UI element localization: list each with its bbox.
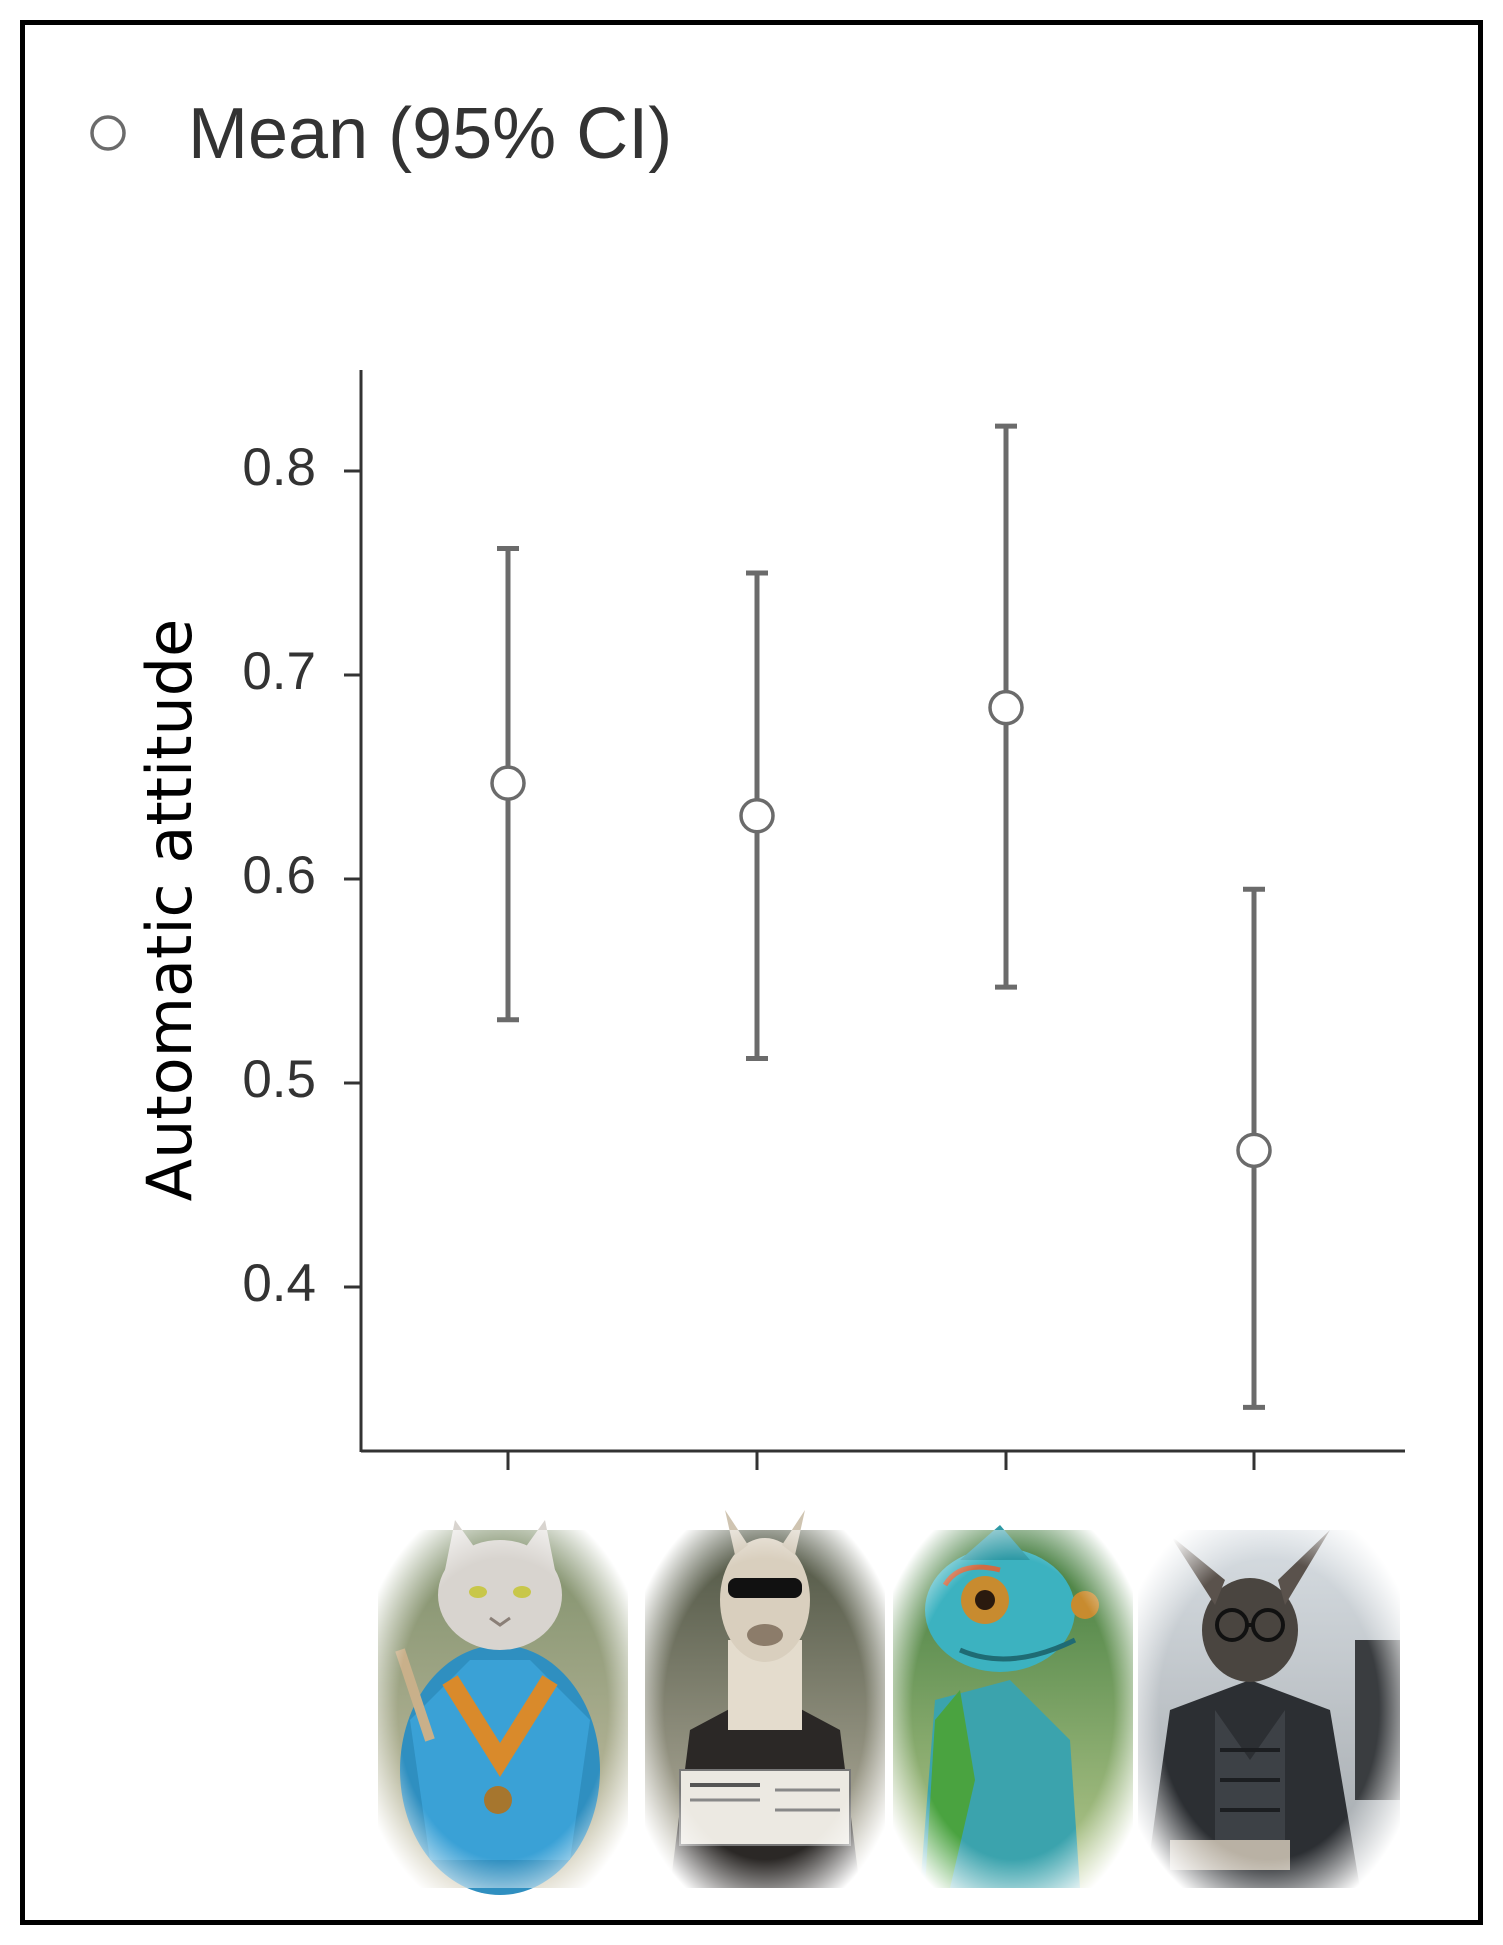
y-ticks: 0.4 0.5 0.6 0.7 0.8 — [242, 438, 361, 1313]
y-tick-label: 0.8 — [242, 438, 316, 497]
y-axis-label: Automatic attitude — [133, 619, 206, 1202]
axes — [359, 370, 1405, 1453]
category-image-chameleon — [893, 1525, 1133, 1888]
y-tick-label: 0.5 — [242, 1050, 316, 1109]
category-image-cat — [378, 1520, 628, 1895]
y-tick-label: 0.4 — [242, 1254, 316, 1313]
y-tick-label: 0.7 — [242, 642, 316, 701]
x-ticks — [506, 1451, 1256, 1470]
legend-label: Mean (95% CI) — [188, 94, 672, 174]
mean-point-bat — [1236, 1132, 1272, 1169]
mean-point-cat — [490, 765, 526, 801]
category-images — [378, 1510, 1400, 1895]
legend: Mean (95% CI) — [90, 94, 672, 174]
mean-point-chameleon — [988, 689, 1024, 726]
category-image-bat — [1138, 1530, 1400, 1888]
y-tick-label: 0.6 — [242, 846, 316, 905]
category-image-llama — [645, 1510, 885, 1888]
legend-marker-icon — [90, 115, 126, 151]
mean-point-llama — [739, 798, 775, 834]
series-mean-ci — [490, 423, 1272, 1410]
